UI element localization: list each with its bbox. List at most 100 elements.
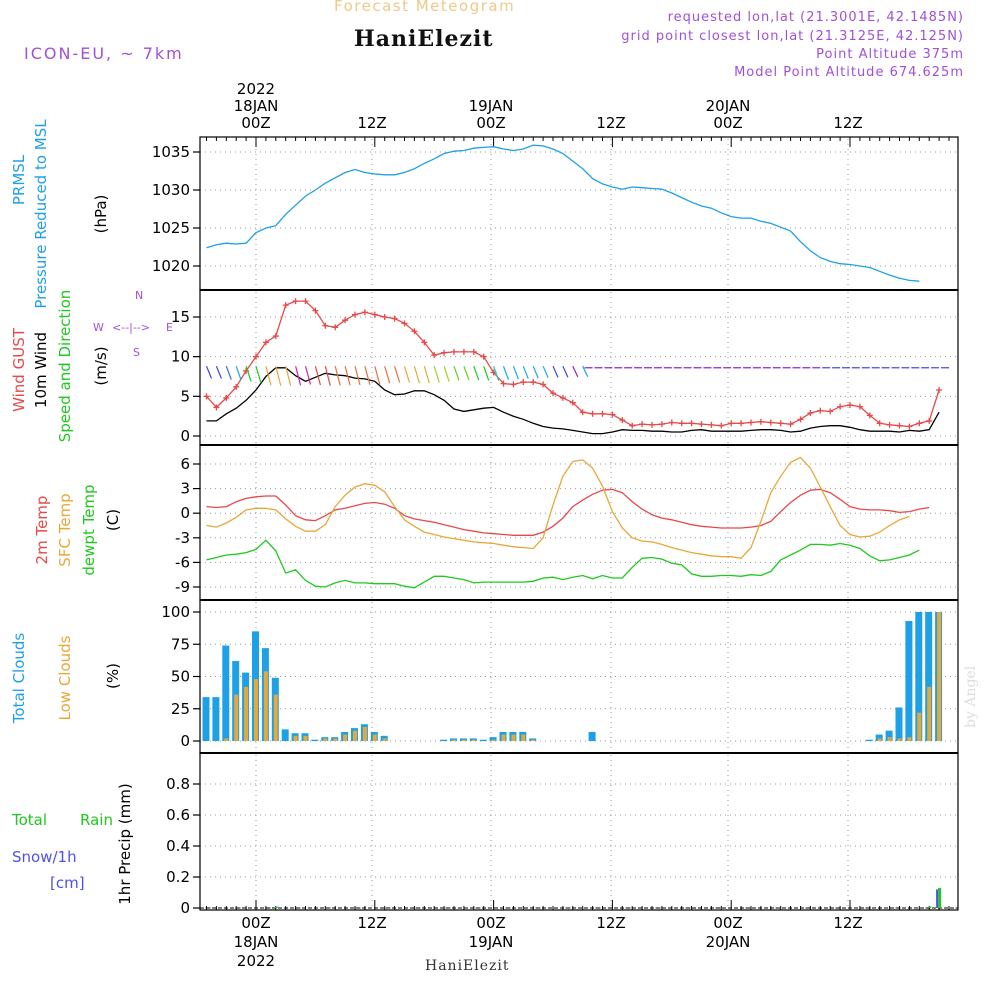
cloud-unit: (%) [104,663,122,689]
gridpoint-coords: grid point closest lon,lat (21.3125E, 42… [621,29,964,44]
y-tick-label: 0.6 [166,806,190,824]
precip-rain-label: Rain [80,811,113,829]
total-cloud-bar [529,738,537,741]
total-cloud-label: Total Clouds [10,633,28,725]
low-cloud-bar [244,686,249,741]
y-tick-label: 0 [180,899,190,917]
gust-point [292,298,299,305]
panel-frame [199,136,959,291]
gust-point [282,302,289,309]
wind-direction-arrow [572,365,579,378]
wind-direction-arrow [314,366,321,386]
compass-east: E [166,321,173,334]
y-tick-label: -3 [175,529,190,547]
low-cloud-bar [501,734,506,741]
gust-point [777,420,784,427]
low-cloud-bar [263,671,268,741]
time-label-bottom: 20JAN [706,933,751,951]
wind-direction-arrow [285,366,292,386]
total-cloud-bar [865,739,873,741]
low-cloud-bar [917,712,922,741]
wind-direction-arrow [265,366,272,386]
wind-direction-arrow [235,365,242,381]
chart-subtitle: Forecast Meteogram [334,0,516,15]
compass-mark: <--|--> [112,321,150,334]
y-tick-label: 0 [180,732,190,750]
chart-title: HaniElezit [354,26,494,52]
wind-direction-arrow [225,365,232,380]
gust-point [431,352,438,359]
low-cloud-bar [362,726,367,741]
low-cloud-bar [353,730,357,741]
wind-direction-arrow [403,366,411,383]
wind-direction-arrow [453,365,460,381]
low-cloud-bar [273,694,278,741]
wind-direction-arrow [245,366,252,382]
wind-direction-arrow [275,366,282,386]
gust-point [738,420,745,427]
time-label-bottom: 00Z [713,914,742,932]
total-cloud-bar [915,612,923,741]
gust-point [342,317,349,324]
dewpoint-label: dewpt Temp [80,484,98,575]
time-label-bottom: 12Z [596,914,625,932]
wind-direction-arrow [334,366,341,386]
gust-point [827,408,834,415]
gust-point [361,309,368,316]
total-cloud-bar [202,697,210,741]
low-cloud-bar [927,686,932,741]
gust-point [233,383,240,390]
y-tick-label: 3 [180,480,190,498]
gust-point [708,421,715,428]
wind-direction-arrow [394,366,401,383]
gust-point [213,404,220,411]
compass-west: W [93,321,104,334]
gust-point [767,419,774,426]
gust-point [381,314,388,320]
gust-point [332,324,339,331]
wind-direction-arrow [304,366,312,385]
wind-direction-arrow [582,365,589,378]
time-label-top: 2022 [237,80,275,98]
low-cloud-bar [461,739,466,741]
gust-point [837,403,844,410]
gust-point [797,416,804,423]
gust-point [599,410,606,417]
y-tick-label: 0 [180,427,190,445]
y-tick-label: 25 [171,700,190,718]
total-cloud-bar [895,707,903,741]
requested-coords: requested lon,lat (21.3001E, 42.1485N) [667,10,964,25]
low-cloud-bar [372,734,377,741]
time-label-top: 12Z [357,114,386,132]
y-tick-label: -6 [175,553,190,571]
wind-direction-arrow [324,366,331,386]
gust-point [658,421,665,428]
total-cloud-bar [281,729,289,741]
gust-point [480,353,487,360]
snow-bar [936,889,939,908]
wind-direction-arrow [463,365,470,381]
gust-point [629,422,636,429]
gust-point [322,322,329,329]
gust-point [847,402,853,409]
gust-point [718,422,725,429]
gust-point [559,394,566,401]
y-tick-label: 1030 [152,181,190,199]
low-cloud-bar [491,739,496,741]
model-name: ICON-EU, ~ 7km [24,44,184,63]
gust-point [916,420,923,427]
y-tick-label: 1020 [152,257,190,275]
time-label-bottom: 12Z [833,914,862,932]
low-cloud-bar [303,735,308,741]
rain-bar [274,906,278,908]
low-cloud-bar [897,738,902,741]
wind-direction-arrow [483,365,490,381]
total-cloud-bar [885,730,893,741]
y-tick-label: 100 [161,603,190,621]
time-label-bottom: 18JAN [234,933,279,951]
low-cloud-bar [254,679,258,741]
gust-point [856,403,863,410]
wind-direction-arrow [354,366,361,386]
gust-point [757,418,764,425]
time-label-bottom: 00Z [241,914,270,932]
